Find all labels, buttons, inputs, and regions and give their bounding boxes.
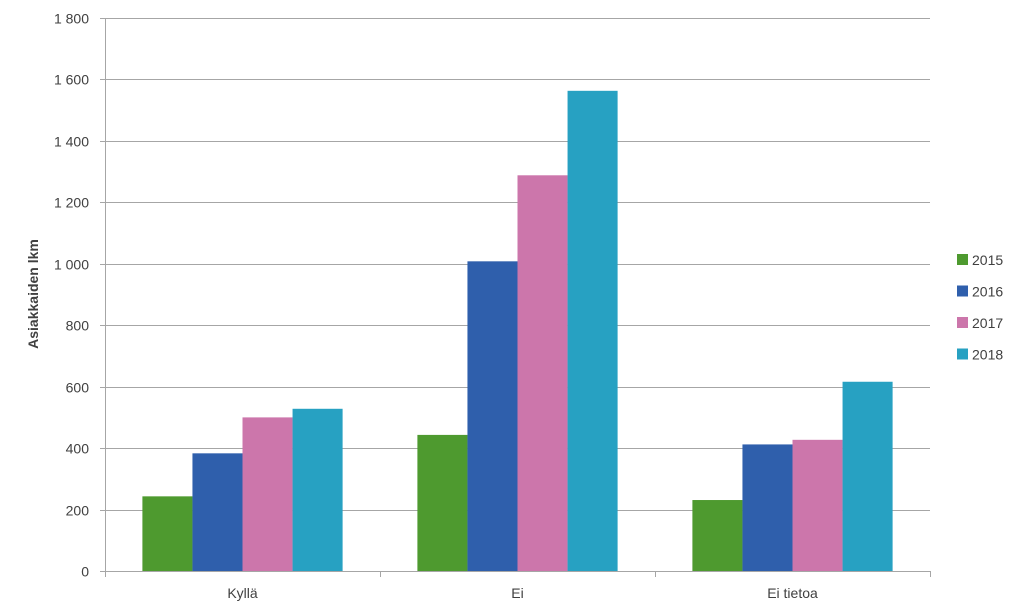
bar-2015 — [142, 496, 193, 571]
y-tick-label: 1 800 — [54, 11, 89, 27]
y-tick-label: 400 — [66, 441, 90, 457]
bar-2017 — [242, 417, 293, 571]
bar-2017 — [517, 175, 568, 571]
x-category-label: Ei — [511, 585, 523, 601]
legend: 2015 2016 2017 2018 — [957, 252, 1003, 363]
axes: 0 200 400 600 800 1 000 1 200 1 400 1 600 1 800 Ky… — [54, 11, 931, 601]
x-category-label: Kyllä — [227, 585, 258, 601]
bar-2015 — [417, 434, 468, 571]
x-category-label: Ei tietoa — [767, 585, 818, 601]
y-axis-label: Asiakkaiden lkm — [25, 239, 41, 349]
y-tick-label: 1 200 — [54, 195, 89, 211]
legend-label: 2018 — [972, 347, 1003, 363]
bar-2018 — [292, 408, 343, 571]
y-tick-label: 1 000 — [54, 257, 89, 273]
legend-label: 2016 — [972, 284, 1003, 300]
bar-2017 — [792, 439, 843, 571]
legend-label: 2015 — [972, 252, 1003, 268]
bar-2018 — [842, 381, 893, 571]
bar-2016 — [192, 453, 243, 571]
y-tick-label: 1 400 — [54, 134, 89, 150]
y-tick-label: 0 — [81, 564, 89, 580]
legend-swatch — [957, 317, 968, 328]
bar-2016 — [742, 444, 793, 571]
bar-2018 — [567, 90, 618, 571]
y-tick-label: 800 — [66, 318, 90, 334]
legend-label: 2017 — [972, 315, 1003, 331]
y-tick-label: 200 — [66, 503, 90, 519]
y-tick-label: 1 600 — [54, 72, 89, 88]
legend-swatch — [957, 254, 968, 265]
y-tick-label: 600 — [66, 380, 90, 396]
bars — [142, 90, 893, 571]
bar-2016 — [467, 261, 518, 571]
legend-swatch — [957, 348, 968, 360]
bar-2015 — [692, 500, 743, 571]
legend-swatch — [957, 285, 968, 297]
